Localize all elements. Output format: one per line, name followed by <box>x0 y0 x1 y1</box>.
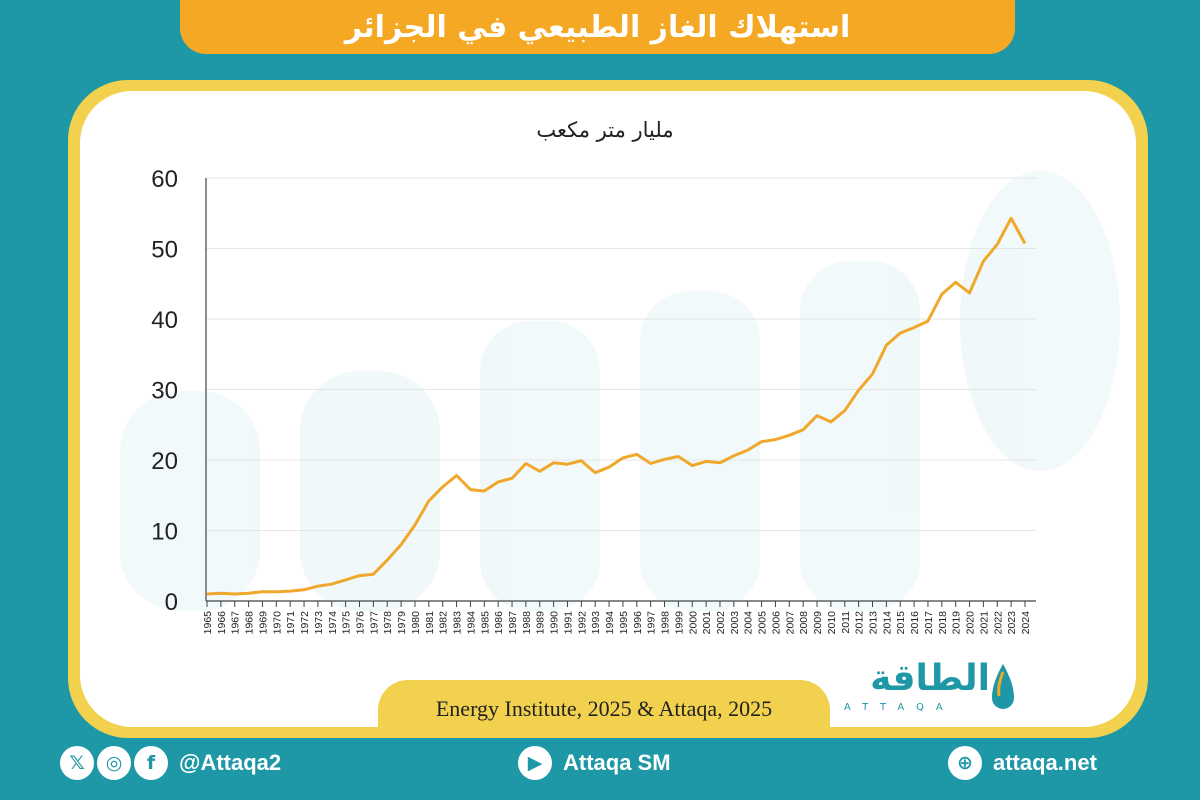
x-tick-label: 2008 <box>798 611 810 635</box>
x-tick-label: 2001 <box>701 611 713 635</box>
x-tick-label: 2018 <box>937 611 949 635</box>
x-tick-label: 1981 <box>424 611 436 635</box>
x-tick-label: 1978 <box>382 611 394 635</box>
x-tick-label: 1968 <box>244 611 256 635</box>
x-tick-label: 1970 <box>271 611 283 635</box>
x-tick-label: 1999 <box>673 611 685 635</box>
x-tick-label: 1965 <box>202 611 214 635</box>
x-tick-label: 1991 <box>562 611 574 635</box>
x-tick-label: 1995 <box>618 611 630 635</box>
x-tick-label: 1979 <box>396 611 408 635</box>
x-tick-label: 1993 <box>590 611 602 635</box>
x-tick-label: 1972 <box>299 611 311 635</box>
x-tick-label: 1974 <box>327 611 339 635</box>
x-tick-label: 2000 <box>687 611 699 635</box>
instagram-icon[interactable]: ◎ <box>97 746 131 780</box>
website-link[interactable]: attaqa.net <box>993 750 1097 775</box>
x-tick-label: 2024 <box>1020 611 1032 635</box>
x-tick-label: 1967 <box>230 611 242 635</box>
x-tick-label: 1996 <box>632 611 644 635</box>
facebook-icon[interactable]: f <box>134 746 168 780</box>
drop-icon <box>992 664 1014 709</box>
x-tick-label: 1989 <box>535 611 547 635</box>
x-tick-label: 2021 <box>978 611 990 635</box>
x-tick-label: 2013 <box>867 611 879 635</box>
x-tick-label: 2023 <box>1006 611 1018 635</box>
x-tick-label: 1985 <box>479 611 491 635</box>
footer-youtube: ▶ Attaqa SM <box>518 740 671 786</box>
x-tick-label: 2016 <box>909 611 921 635</box>
x-tick-label: 2017 <box>923 611 935 635</box>
x-icon[interactable]: 𝕏 <box>60 746 94 780</box>
x-tick-label: 2010 <box>826 611 838 635</box>
y-tick-label: 40 <box>151 307 178 334</box>
x-tick-label: 1983 <box>452 611 464 635</box>
source-label: Energy Institute, 2025 & Attaqa, 2025 <box>378 680 830 738</box>
y-tick-label: 10 <box>151 519 178 546</box>
y-axis-unit-label: مليار متر مكعب <box>536 118 674 142</box>
x-tick-label: 2022 <box>992 611 1004 635</box>
x-tick-label: 2012 <box>854 611 866 635</box>
x-tick-label: 2006 <box>770 611 782 635</box>
y-tick-label: 20 <box>151 448 178 475</box>
globe-icon[interactable]: ⊕ <box>948 746 982 780</box>
chart-card <box>80 91 1136 727</box>
social-handle[interactable]: @Attaqa2 <box>179 750 282 775</box>
x-tick-label: 1987 <box>507 611 519 635</box>
x-tick-label: 2015 <box>895 611 907 635</box>
x-tick-label: 1976 <box>355 611 367 635</box>
series-line <box>206 216 1027 596</box>
x-tick-label: 1977 <box>368 611 380 635</box>
y-tick-label: 30 <box>151 378 178 405</box>
x-tick-label: 1984 <box>465 611 477 635</box>
y-tick-label: 60 <box>151 166 178 193</box>
footer-website: ⊕ attaqa.net <box>948 740 1097 786</box>
x-tick-label: 1986 <box>493 611 505 635</box>
x-tick-label: 1966 <box>216 611 228 635</box>
logo-subtitle: ATTAQA <box>844 702 955 713</box>
x-tick-label: 1973 <box>313 611 325 635</box>
x-tick-label: 1971 <box>285 611 297 635</box>
x-tick-label: 1988 <box>521 611 533 635</box>
x-tick-label: 2005 <box>757 611 769 635</box>
y-tick-label: 50 <box>151 237 178 264</box>
title-banner: استهلاك الغاز الطبيعي في الجزائر <box>180 0 1015 54</box>
y-tick-label: 0 <box>165 589 178 616</box>
x-tick-label: 2002 <box>715 611 727 635</box>
footer-social: 𝕏 ◎ f @Attaqa2 <box>60 740 281 786</box>
x-tick-label: 1998 <box>660 611 672 635</box>
youtube-channel[interactable]: Attaqa SM <box>563 750 671 775</box>
x-tick-label: 2011 <box>840 611 852 634</box>
x-tick-label: 2007 <box>784 611 796 635</box>
x-tick-label: 1975 <box>341 611 353 635</box>
youtube-icon[interactable]: ▶ <box>518 746 552 780</box>
x-tick-label: 1990 <box>549 611 561 635</box>
attaqa-logo: الطاقة ATTAQA <box>840 658 1020 720</box>
source-text: Energy Institute, 2025 & Attaqa, 2025 <box>435 696 773 721</box>
x-tick-label: 1997 <box>646 611 658 635</box>
x-tick-label: 1980 <box>410 611 422 635</box>
page-title: استهلاك الغاز الطبيعي في الجزائر <box>344 9 851 45</box>
logo-name: الطاقة <box>870 658 990 699</box>
x-tick-label: 1994 <box>604 611 616 635</box>
x-tick-label: 2009 <box>812 611 824 635</box>
x-tick-label: 1969 <box>257 611 269 635</box>
x-tick-label: 2014 <box>881 611 893 635</box>
x-tick-label: 2004 <box>743 611 755 635</box>
x-tick-label: 2019 <box>951 611 963 635</box>
x-tick-label: 2020 <box>965 611 977 635</box>
x-tick-label: 2003 <box>729 611 741 635</box>
x-tick-label: 1992 <box>576 611 588 635</box>
x-tick-label: 1982 <box>438 611 450 635</box>
